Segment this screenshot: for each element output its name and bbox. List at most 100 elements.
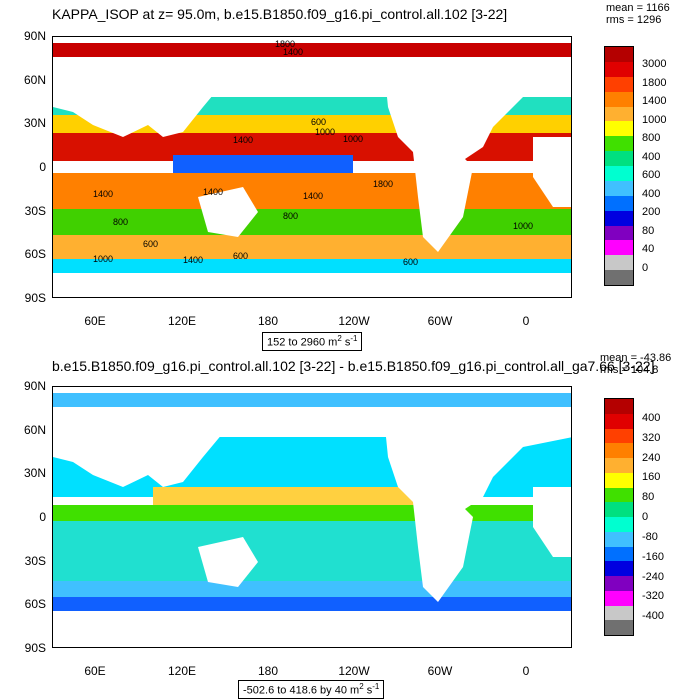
colorbar-label: 0 bbox=[642, 261, 649, 274]
colorbar-label: -400 bbox=[642, 610, 665, 623]
colorbar-label: 1800 bbox=[642, 76, 667, 89]
range-sup2: -1 bbox=[372, 682, 380, 691]
contour-label: 1000 bbox=[343, 134, 363, 144]
colorbar-swatch bbox=[605, 121, 633, 137]
colorbar-swatch bbox=[605, 443, 633, 458]
bottom-map-frame bbox=[52, 386, 572, 648]
range-sup: 2 bbox=[359, 682, 364, 691]
contour-label: 1000 bbox=[315, 127, 335, 137]
top-map-field: 1800 1400 600 1000 1400 1000 1400 1400 1… bbox=[53, 37, 571, 297]
colorbar-swatch bbox=[605, 210, 633, 226]
bottom-map-field bbox=[53, 387, 571, 647]
top-rms-stat: rms = 1296 bbox=[606, 14, 662, 26]
top-range-box: 152 to 2960 m2 s-1 bbox=[262, 332, 363, 351]
colorbar-label: 0 bbox=[642, 511, 649, 523]
range-sup2: -1 bbox=[350, 334, 358, 343]
colorbar-swatch bbox=[605, 106, 633, 122]
colorbar-swatch bbox=[605, 428, 633, 444]
colorbar-label: 3000 bbox=[642, 58, 667, 71]
colorbar-label: 80 bbox=[642, 491, 655, 504]
colorbar-label: 80 bbox=[642, 224, 655, 237]
colorbar-label: 400 bbox=[642, 411, 661, 424]
bottom-panel-title: b.e15.B1850.f09_g16.pi_control.all.102 [… bbox=[52, 358, 655, 374]
contour-label: 1400 bbox=[203, 187, 223, 197]
colorbar-swatch bbox=[605, 240, 633, 256]
colorbar-swatch bbox=[605, 195, 633, 211]
top-colorbar bbox=[604, 46, 634, 286]
colorbar-swatch bbox=[605, 180, 633, 196]
colorbar-swatch bbox=[605, 61, 633, 77]
lon-label: 120E bbox=[167, 314, 197, 328]
lat-label: 0 bbox=[39, 160, 46, 174]
lat-label: 90S bbox=[24, 641, 46, 655]
colorbar-swatch bbox=[605, 531, 633, 547]
contour-label: 1400 bbox=[233, 135, 253, 145]
range-sup: 2 bbox=[337, 334, 342, 343]
contour-label: 1400 bbox=[303, 191, 323, 201]
colorbar-swatch bbox=[605, 151, 633, 166]
lon-label: 0 bbox=[522, 664, 530, 678]
colorbar-swatch bbox=[605, 458, 633, 473]
lon-label: 60E bbox=[84, 664, 106, 678]
lat-label: 60S bbox=[24, 597, 46, 611]
lat-label: 30S bbox=[24, 204, 46, 218]
lon-label: 120E bbox=[167, 664, 197, 678]
contour-label: 1400 bbox=[93, 189, 113, 199]
colorbar-label: 1400 bbox=[642, 95, 667, 108]
lon-label: 60E bbox=[84, 314, 106, 328]
lat-label: 90N bbox=[23, 379, 46, 393]
colorbar-label: 400 bbox=[642, 187, 661, 200]
colorbar-swatch bbox=[605, 605, 633, 621]
colorbar-label: 200 bbox=[642, 206, 661, 219]
top-map-frame: 1800 1400 600 1000 1400 1000 1400 1400 1… bbox=[52, 36, 572, 298]
contour-label: 1000 bbox=[513, 221, 533, 231]
lat-label: 60S bbox=[24, 247, 46, 261]
colorbar-swatch bbox=[605, 136, 633, 152]
lon-label: 180 bbox=[257, 664, 279, 678]
colorbar-swatch bbox=[605, 270, 633, 285]
range-unit: s bbox=[363, 684, 373, 697]
colorbar-label: 1000 bbox=[642, 113, 667, 126]
colorbar-swatch bbox=[605, 47, 633, 62]
lon-label: 60W bbox=[427, 314, 453, 328]
lat-label: 90S bbox=[24, 291, 46, 305]
colorbar-swatch bbox=[605, 620, 633, 635]
lon-label: 120W bbox=[338, 664, 370, 678]
lon-label: 180 bbox=[257, 314, 279, 328]
contour-label: 1400 bbox=[283, 47, 303, 57]
contour-label: 600 bbox=[403, 257, 418, 267]
lat-label: 30N bbox=[23, 116, 46, 130]
colorbar-label: 600 bbox=[642, 169, 661, 182]
colorbar-swatch bbox=[605, 561, 633, 576]
lat-label: 60N bbox=[23, 73, 46, 87]
lat-label: 90N bbox=[23, 29, 46, 43]
contour-label: 800 bbox=[283, 211, 298, 221]
colorbar-swatch bbox=[605, 413, 633, 429]
colorbar-label: -80 bbox=[642, 530, 658, 543]
contour-label: 800 bbox=[113, 217, 128, 227]
bottom-range-box: -502.6 to 418.6 by 40 m2 s-1 bbox=[238, 680, 385, 699]
contour-label: 600 bbox=[311, 117, 326, 127]
colorbar-label: -320 bbox=[642, 590, 665, 603]
colorbar-label: 160 bbox=[642, 471, 661, 484]
bottom-rms-stat: rms = 104.8 bbox=[600, 364, 659, 376]
colorbar-label: -240 bbox=[642, 570, 665, 583]
top-mean-stat: mean = 1166 bbox=[606, 2, 670, 14]
contour-label: 1800 bbox=[373, 179, 393, 189]
range-text: 152 to 2960 m bbox=[267, 336, 338, 349]
bottom-colorbar bbox=[604, 398, 634, 636]
colorbar-swatch bbox=[605, 472, 633, 488]
colorbar-swatch bbox=[605, 502, 633, 517]
lon-label: 60W bbox=[427, 664, 453, 678]
colorbar-label: 800 bbox=[642, 132, 661, 145]
colorbar-label: 320 bbox=[642, 431, 661, 444]
colorbar-swatch bbox=[605, 166, 633, 181]
colorbar-swatch bbox=[605, 590, 633, 606]
colorbar-label: 400 bbox=[642, 150, 661, 163]
colorbar-label: 40 bbox=[642, 243, 655, 256]
colorbar-swatch bbox=[605, 487, 633, 503]
colorbar-swatch bbox=[605, 399, 633, 414]
top-panel-title: KAPPA_ISOP at z= 95.0m, b.e15.B1850.f09_… bbox=[52, 6, 508, 22]
colorbar-swatch bbox=[605, 546, 633, 562]
contour-label: 1800 bbox=[275, 39, 295, 49]
